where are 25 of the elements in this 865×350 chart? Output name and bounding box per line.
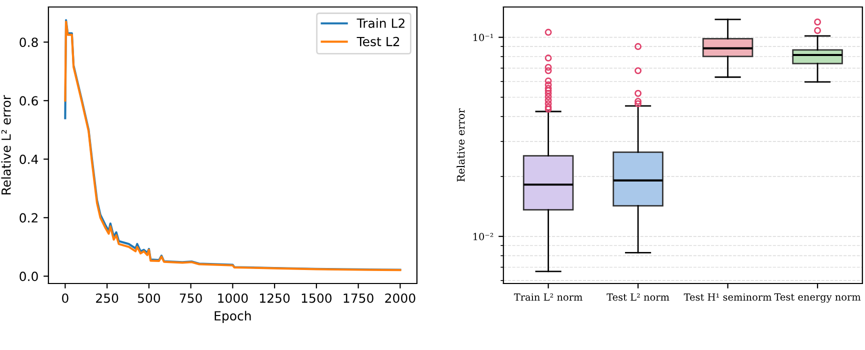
x-tick-label: Test H¹ seminorm bbox=[684, 293, 772, 301]
x-tick-label: 1000 bbox=[218, 293, 248, 303]
x-tick-label: 750 bbox=[180, 293, 202, 303]
legend-label: Train L2 bbox=[356, 18, 404, 28]
y-tick-label: 0.2 bbox=[20, 213, 38, 223]
x-tick-label: 1750 bbox=[344, 293, 374, 303]
y-axis-title: Relative error bbox=[456, 108, 465, 182]
x-tick-label: Test L² norm bbox=[606, 293, 670, 301]
legend-label: Test L2 bbox=[356, 36, 400, 46]
y-tick-label: 0.8 bbox=[20, 38, 38, 48]
y-tick-label: 0.6 bbox=[20, 96, 38, 106]
x-tick-label: Train L² norm bbox=[514, 293, 582, 301]
y-tick-label: 0.4 bbox=[20, 154, 38, 164]
x-tick-label: 250 bbox=[96, 293, 118, 303]
y-tick-label: 10⁻² bbox=[473, 232, 494, 240]
x-tick-label: 1250 bbox=[260, 293, 290, 303]
x-tick-label: Test energy norm bbox=[774, 293, 861, 303]
x-tick-label: 500 bbox=[138, 293, 160, 303]
x-axis-title: Epoch bbox=[214, 310, 251, 323]
y-tick-label: 0.0 bbox=[20, 272, 38, 282]
y-axis-title: Relative L² error bbox=[1, 94, 11, 194]
y-tick-label: 10⁻¹ bbox=[473, 34, 493, 42]
x-tick-label: 2000 bbox=[385, 293, 416, 303]
x-tick-label: 1500 bbox=[302, 293, 332, 303]
x-tick-label: 0 bbox=[62, 293, 68, 303]
